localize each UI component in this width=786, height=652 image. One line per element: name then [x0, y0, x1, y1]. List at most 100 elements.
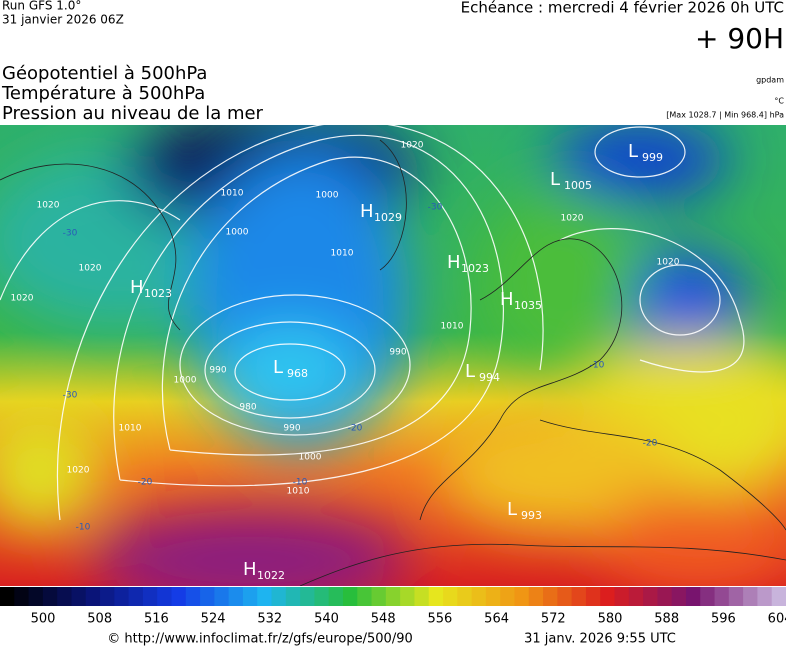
colorbar-swatch	[571, 587, 587, 606]
colorbar-swatch	[671, 587, 687, 606]
title: Géopotentiel à 500hPa	[2, 63, 207, 84]
isobar-label: 1020	[67, 466, 90, 476]
colorbar-swatch	[342, 587, 358, 606]
temperature-label: -20	[348, 424, 363, 434]
temperature-label: -20	[138, 478, 153, 488]
colorbar-label: 516	[144, 612, 169, 627]
isobar-label: 980	[239, 403, 256, 413]
colorbar-swatch	[400, 587, 415, 606]
temperature-label: -30	[63, 229, 78, 239]
colorbar-swatch	[257, 587, 273, 606]
isobar-label: 1020	[401, 141, 424, 151]
colorbar-label: 564	[484, 612, 509, 627]
colorbar-swatch	[757, 587, 773, 606]
colorbar-swatch	[714, 587, 730, 606]
center-letter: H	[130, 277, 144, 298]
colorbar-swatch	[185, 587, 201, 606]
colorbar-swatch	[371, 587, 387, 606]
colorbar-swatch	[600, 587, 616, 606]
isobar-label: 1020	[37, 201, 60, 211]
colorbar-swatch	[628, 587, 644, 606]
colorbar-swatch	[500, 587, 515, 606]
colorbar-label: 508	[87, 612, 112, 627]
colorbar-swatch	[700, 587, 716, 606]
run-label: Run GFS 1.0°	[2, 0, 81, 13]
center-letter: H	[360, 201, 374, 222]
center-letter: L	[507, 499, 517, 520]
colorbar-label: 604	[768, 612, 786, 627]
isobar-label: 1010	[331, 249, 354, 259]
temperature-label: -10	[293, 478, 308, 488]
center-value: 1005	[564, 179, 592, 192]
center-value: 1022	[257, 569, 285, 582]
isobar-label: 1020	[11, 294, 34, 304]
unit: °C	[774, 97, 784, 106]
colorbar-swatch	[242, 587, 258, 606]
temperature-label: -30	[428, 203, 443, 213]
colorbar-label: 572	[541, 612, 566, 627]
temperature-label: -10	[590, 361, 605, 371]
colorbar-swatch	[328, 587, 344, 606]
timestamp: 31 janv. 2026 9:55 UTC	[524, 632, 676, 647]
center-value: 1035	[514, 299, 542, 312]
colorbar-swatch	[157, 587, 172, 606]
center-value: 999	[642, 151, 663, 164]
colorbar-label: 548	[371, 612, 396, 627]
colorbar-label: 596	[711, 612, 736, 627]
colorbar-swatch	[228, 587, 244, 606]
colorbar-label: 580	[598, 612, 623, 627]
colorbar-swatch	[585, 587, 601, 606]
colorbar-swatch	[743, 587, 758, 606]
colorbar-swatch	[142, 587, 158, 606]
isobar-label: 1000	[226, 228, 249, 238]
isobar-label: 990	[389, 348, 406, 358]
colorbar-swatch	[314, 587, 330, 606]
center-letter: H	[500, 289, 514, 310]
colorbar-swatch	[657, 587, 673, 606]
colorbar-swatch	[428, 587, 444, 606]
center-value: 1029	[374, 211, 402, 224]
valid-time: Echéance : mercredi 4 février 2026 0h UT…	[461, 0, 784, 17]
center-value: 968	[287, 367, 308, 380]
colorbar-swatch	[614, 587, 630, 606]
lead-time: + 90H	[695, 22, 784, 55]
center-value: 1023	[144, 287, 172, 300]
title: Pression au niveau de la mer	[2, 103, 264, 124]
colorbar-swatch	[643, 587, 658, 606]
center-value: 994	[479, 371, 500, 384]
center-letter: H	[447, 252, 461, 273]
isobars	[0, 125, 745, 521]
center-value: 993	[521, 509, 542, 522]
source-url: © http://www.infoclimat.fr/z/gfs/europe/…	[107, 632, 413, 647]
colorbar-label: 556	[427, 612, 452, 627]
colorbar-swatch	[457, 587, 473, 606]
temperature-label: -20	[643, 439, 658, 449]
isobar-label: 1010	[441, 322, 464, 332]
isobar-label: 1000	[316, 191, 339, 201]
colorbar-swatch	[114, 587, 130, 606]
colorbar-label: 540	[314, 612, 339, 627]
colorbar-swatch	[443, 587, 458, 606]
colorbar-label: 588	[654, 612, 679, 627]
colorbar-swatch	[543, 587, 558, 606]
colorbar-swatch	[557, 587, 573, 606]
colorbar-swatch	[685, 587, 701, 606]
isobar-label: 1000	[299, 453, 322, 463]
isobar-label: 990	[209, 366, 226, 376]
isobar-label: 1010	[287, 487, 310, 497]
colorbar-swatch	[485, 587, 501, 606]
colorbar-label: 524	[201, 612, 226, 627]
coastlines	[0, 139, 786, 586]
isobar-label: 1010	[119, 424, 142, 434]
center-letter: L	[273, 357, 283, 378]
isobar-label: 1020	[657, 258, 680, 268]
title: Température à 500hPa	[1, 83, 205, 104]
colorbar-swatch	[100, 587, 115, 606]
colorbar-swatch	[57, 587, 72, 606]
isobar-label: 1000	[174, 376, 197, 386]
isobar-label: 1020	[561, 214, 584, 224]
isobar-label: 1020	[79, 264, 102, 274]
colorbar-swatch	[85, 587, 101, 606]
center-letter: L	[465, 361, 475, 382]
